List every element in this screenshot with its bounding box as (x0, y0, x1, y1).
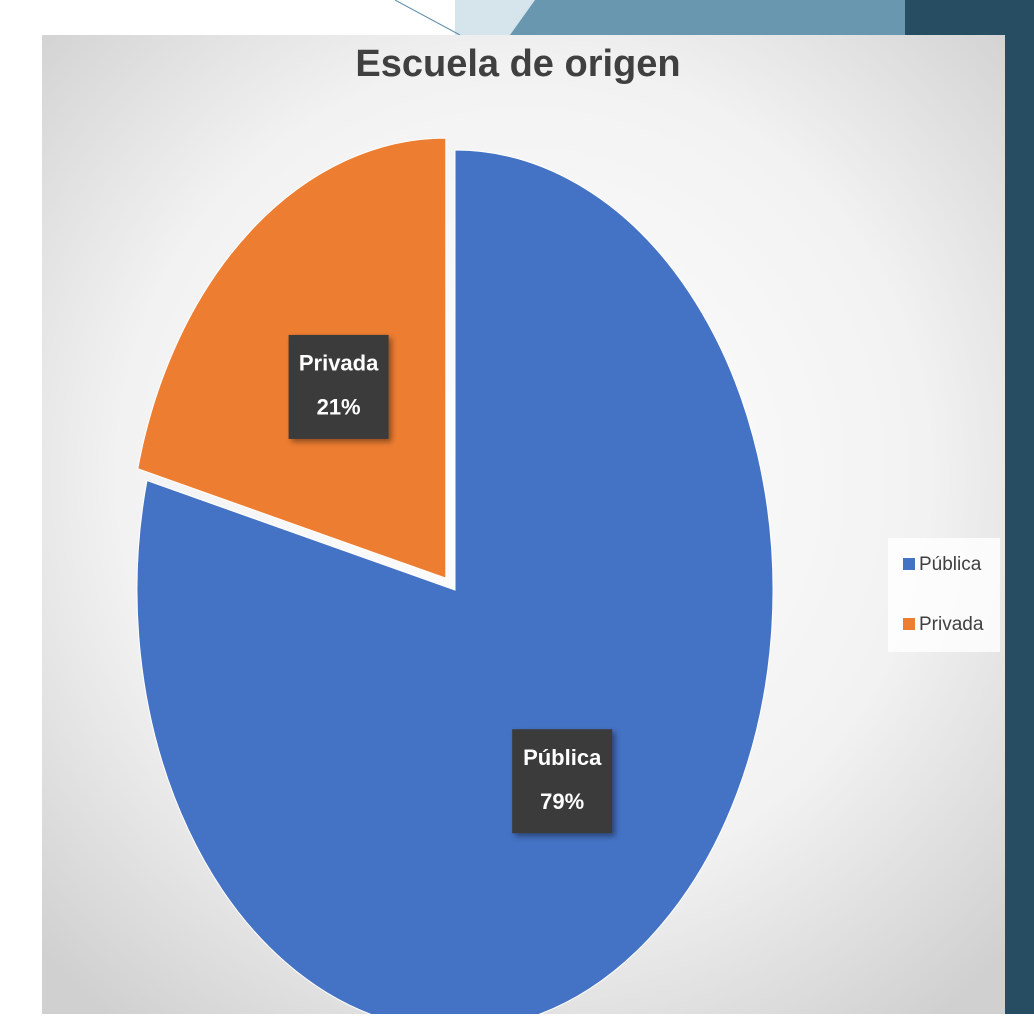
legend-swatch (903, 618, 915, 630)
pie-slice (136, 149, 774, 1014)
decor-shape (905, 0, 1034, 1014)
legend-swatch (903, 558, 915, 570)
decor-line (394, 0, 461, 36)
data-label-value: 79% (540, 789, 584, 814)
legend-label: Pública (919, 554, 982, 575)
legend: Pública Privada (903, 554, 984, 635)
legend-label: Privada (919, 614, 984, 635)
data-label-box (512, 729, 613, 834)
chart-title: Escuela de origen (355, 43, 680, 85)
legend-box (888, 538, 1000, 652)
data-label-category: Pública (523, 745, 602, 770)
decor-shape (510, 0, 910, 35)
data-label-value: 21% (317, 395, 361, 420)
data-label-category: Privada (299, 351, 379, 376)
data-label-box (288, 334, 389, 439)
